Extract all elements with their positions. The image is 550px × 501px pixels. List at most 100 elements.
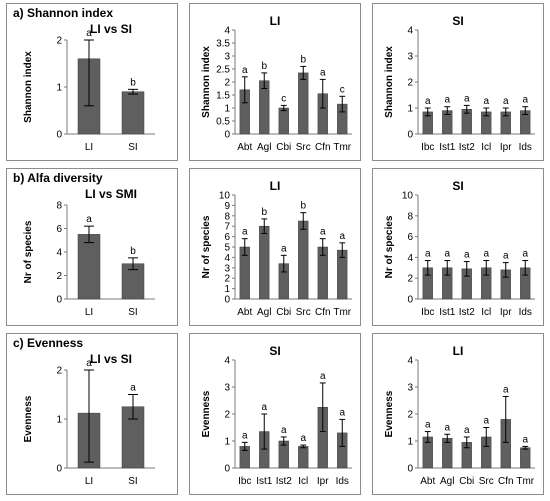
x-tick-label: Ist1 [256, 476, 273, 487]
section-title: c) Evenness [13, 336, 84, 350]
y-tick-label: 8 [407, 211, 413, 222]
y-tick-label: 0 [407, 130, 413, 141]
y-tick-label: 1 [407, 104, 413, 115]
chart-panel-3-3: LI 0 1 2 3 4 Evenness a Abt a Agl a Cbi a Src a Cfn a Tmr [372, 333, 544, 495]
y-tick-label: 2 [407, 78, 413, 89]
x-tick-label: Tmr [516, 476, 534, 487]
y-tick-label: 0 [224, 295, 230, 306]
significance-letter: a [86, 358, 92, 369]
significance-letter: a [425, 249, 431, 260]
bar [77, 234, 101, 300]
y-tick-label: 0 [224, 130, 230, 141]
y-tick-label: 0 [56, 464, 62, 475]
chart-title: LI vs SI [90, 22, 132, 36]
bar-chart: LI vs SI 0 1 2 Evenness a LI a SI [23, 352, 155, 487]
y-tick-label: 4 [56, 248, 62, 259]
y-axis-label: Evenness [201, 390, 212, 437]
x-tick-label: Ids [336, 476, 349, 487]
bar-chart: SI 0 2 4 6 8 10 Nr of species a Ibc a Ist1 a Ist2 a Icl… [384, 179, 535, 318]
y-tick-label: 3.5 [216, 39, 230, 50]
x-tick-label: Agl [440, 476, 454, 487]
significance-letter: a [242, 430, 248, 441]
significance-letter: a [320, 67, 326, 78]
bar-chart: LI vs SI 0 1 2 Shannon index a LI b SI [23, 22, 155, 153]
bar [259, 225, 270, 300]
y-tick-label: 3 [224, 52, 230, 63]
bar [278, 107, 289, 135]
significance-letter: a [320, 371, 326, 382]
chart-panel-2-2: LI 0 1 2 3 4 5 6 7 8 9 10 Nr of species a Abt b Agl a Cbi b… [189, 168, 361, 326]
y-axis-label: Shannon index [384, 46, 395, 118]
chart-title: LI [270, 179, 281, 193]
chart-title: LI [270, 14, 281, 28]
x-tick-label: Ipr [317, 476, 329, 487]
y-tick-label: 3 [407, 52, 413, 63]
y-tick-label: 10 [219, 191, 231, 202]
x-tick-label: Ist2 [276, 476, 293, 487]
y-tick-label: 3 [407, 383, 413, 394]
y-tick-label: 6 [407, 232, 413, 243]
y-tick-label: 4 [224, 26, 230, 37]
y-tick-label: 1 [224, 437, 230, 448]
y-tick-label: 3 [224, 383, 230, 394]
significance-letter: a [320, 227, 326, 238]
y-tick-label: 2 [224, 78, 230, 89]
y-tick-label: 4 [224, 253, 230, 264]
x-tick-label: Ids [519, 142, 532, 153]
x-tick-label: Abt [237, 142, 252, 153]
y-tick-label: 6 [224, 232, 230, 243]
x-tick-label: Tmr [333, 142, 351, 153]
x-tick-label: Ist2 [459, 142, 476, 153]
chart-title: SI [452, 14, 463, 28]
bar-chart: SI 0 1 2 3 4 Evenness a Ibc a Ist1 a Ist2 a Icl a Ipr a Id… [201, 344, 352, 487]
y-axis-label: Evenness [384, 390, 395, 437]
significance-letter: a [300, 433, 306, 444]
y-tick-label: 1.5 [216, 91, 230, 102]
x-tick-label: LI [85, 307, 93, 318]
significance-letter: a [444, 249, 450, 260]
x-tick-label: SI [128, 307, 137, 318]
significance-letter: a [242, 65, 248, 76]
y-tick-label: 1 [407, 437, 413, 448]
y-tick-label: 2 [224, 410, 230, 421]
x-tick-label: Cfn [315, 307, 331, 318]
chart-panel-3-1: c) Evenness LI vs SI 0 1 2 Evenness a LI a SI [6, 333, 178, 495]
bar-chart: LI vs SMI 0 2 4 6 8 Nr of species a LI b SI [23, 187, 155, 318]
significance-letter: a [261, 402, 267, 413]
x-tick-label: Ist2 [459, 307, 476, 318]
significance-letter: b [300, 201, 306, 212]
chart-title: SI [452, 179, 463, 193]
significance-letter: a [425, 96, 431, 107]
y-tick-label: 4 [407, 253, 413, 264]
significance-letter: a [464, 250, 470, 261]
x-tick-label: LI [85, 142, 93, 153]
section-title: a) Shannon index [13, 6, 114, 20]
significance-letter: a [522, 434, 528, 445]
x-tick-label: LI [85, 476, 93, 487]
significance-letter: c [340, 84, 345, 95]
x-tick-label: Cbi [459, 476, 474, 487]
significance-letter: a [464, 93, 470, 104]
x-tick-label: Cfn [315, 142, 331, 153]
x-tick-label: Abt [237, 307, 252, 318]
y-tick-label: 0.5 [216, 117, 230, 128]
x-tick-label: Src [479, 476, 494, 487]
significance-letter: a [483, 416, 489, 427]
bar [121, 91, 145, 135]
significance-letter: b [261, 207, 267, 218]
y-tick-label: 9 [224, 201, 230, 212]
x-tick-label: Icl [481, 142, 491, 153]
x-tick-label: SI [128, 476, 137, 487]
significance-letter: a [483, 96, 489, 107]
significance-letter: b [300, 54, 306, 65]
y-tick-label: 2.5 [216, 65, 230, 76]
y-tick-label: 8 [56, 201, 62, 212]
y-axis-label: Nr of species [384, 215, 395, 278]
y-tick-label: 8 [224, 211, 230, 222]
chart-title: SI [269, 344, 280, 358]
chart-panel-2-3: SI 0 2 4 6 8 10 Nr of species a Ibc a Ist1 a Ist2 a Icl… [372, 168, 544, 326]
y-tick-label: 10 [402, 191, 414, 202]
section-title: b) Alfa diversity [13, 171, 103, 185]
significance-letter: a [281, 425, 287, 436]
